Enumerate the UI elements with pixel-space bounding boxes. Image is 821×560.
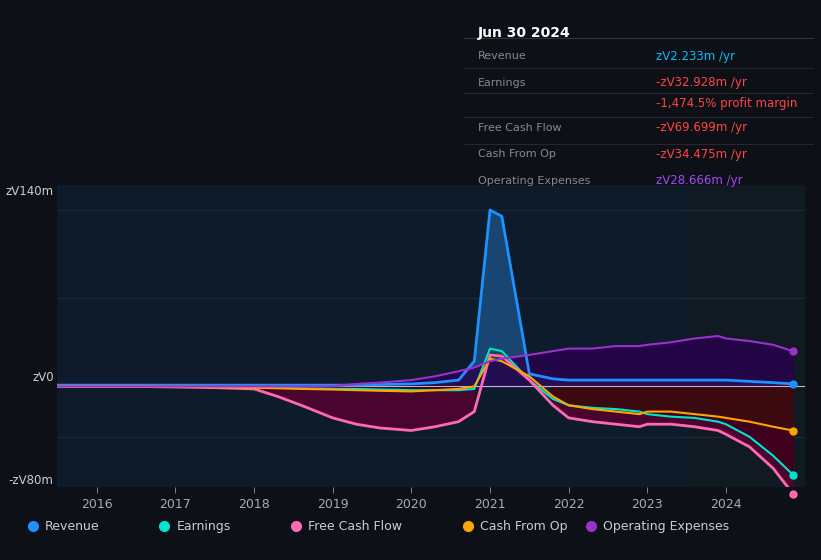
- Text: Cash From Op: Cash From Op: [478, 150, 556, 159]
- Bar: [686, 185, 805, 487]
- Text: Revenue: Revenue: [45, 520, 100, 533]
- Text: -1,474.5% profit margin: -1,474.5% profit margin: [656, 97, 797, 110]
- Text: Earnings: Earnings: [177, 520, 231, 533]
- Text: -zᐯ32.928m /yr: -zᐯ32.928m /yr: [656, 76, 746, 89]
- Text: -zᐯ80m: -zᐯ80m: [9, 474, 53, 487]
- Text: Free Cash Flow: Free Cash Flow: [478, 123, 562, 133]
- Text: -zᐯ34.475m /yr: -zᐯ34.475m /yr: [656, 148, 746, 161]
- Text: Free Cash Flow: Free Cash Flow: [308, 520, 401, 533]
- Text: zᐯ140m: zᐯ140m: [6, 185, 53, 198]
- Text: zᐯ0: zᐯ0: [32, 371, 53, 384]
- Text: zᐯ2.233m /yr: zᐯ2.233m /yr: [656, 50, 735, 63]
- Text: zᐯ28.666m /yr: zᐯ28.666m /yr: [656, 174, 742, 188]
- Text: Jun 30 2024: Jun 30 2024: [478, 26, 571, 40]
- Text: Cash From Op: Cash From Op: [480, 520, 568, 533]
- Text: -zᐯ69.699m /yr: -zᐯ69.699m /yr: [656, 121, 747, 134]
- Text: Operating Expenses: Operating Expenses: [478, 176, 590, 186]
- Text: Operating Expenses: Operating Expenses: [603, 520, 730, 533]
- Text: Earnings: Earnings: [478, 78, 526, 88]
- Text: Revenue: Revenue: [478, 51, 526, 61]
